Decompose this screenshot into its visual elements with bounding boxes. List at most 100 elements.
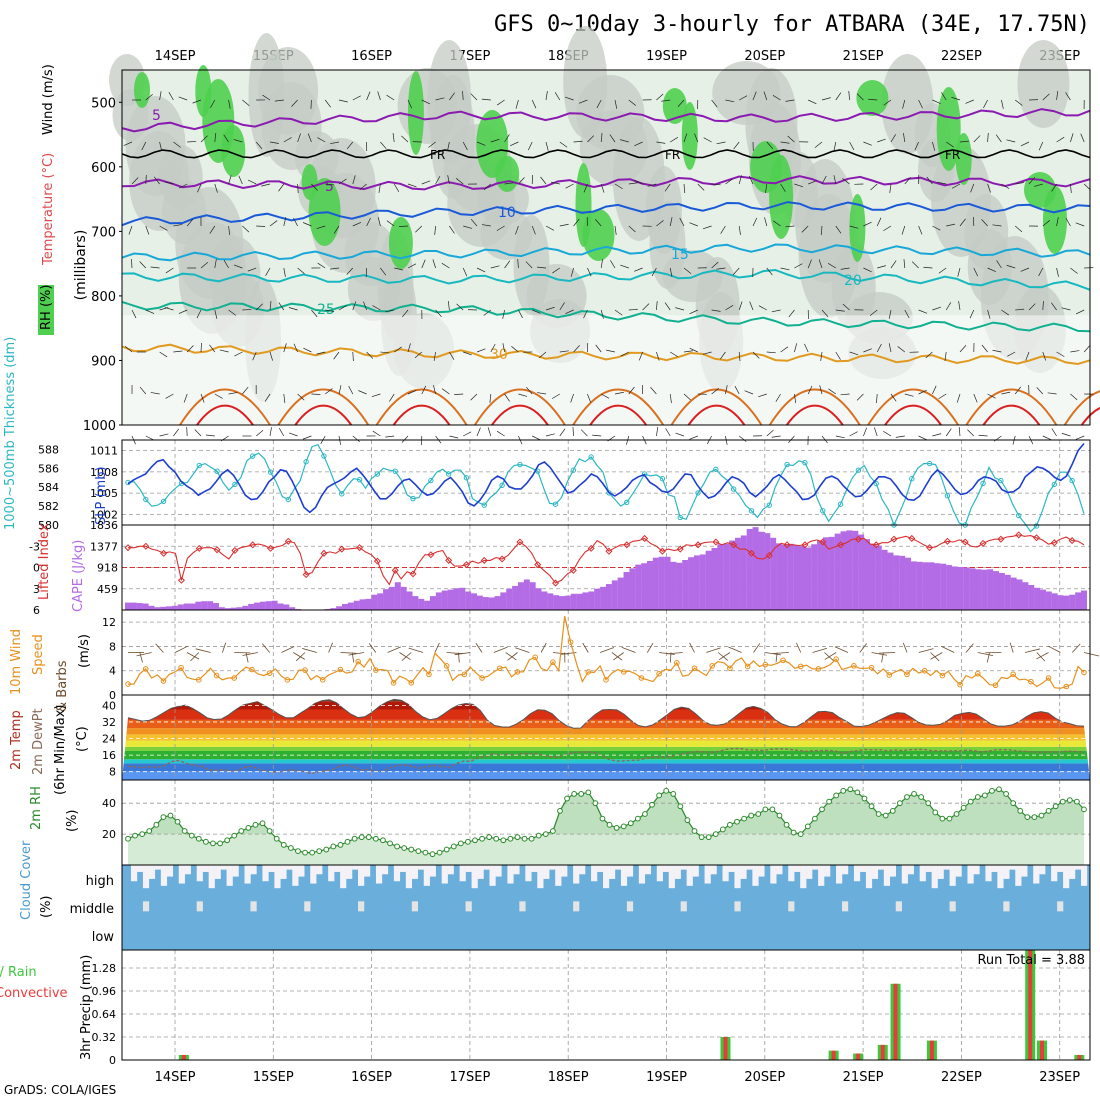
temp-band bbox=[122, 759, 1090, 764]
wind-barb bbox=[380, 267, 387, 276]
cape-bar bbox=[758, 531, 765, 610]
wind-barb bbox=[262, 94, 271, 101]
precip-convective-bar bbox=[831, 1050, 836, 1060]
temp-tick-label: 8 bbox=[109, 766, 116, 779]
cloud-high-gap bbox=[346, 865, 353, 879]
wind-barb bbox=[794, 263, 803, 269]
rh2m-marker bbox=[549, 828, 556, 834]
wind-barb bbox=[449, 225, 455, 234]
wind-barb bbox=[432, 259, 436, 269]
wind-barb bbox=[932, 306, 942, 311]
precip-convective-bar bbox=[1077, 1054, 1082, 1060]
warm-contour bbox=[474, 388, 566, 426]
wind-barb bbox=[463, 225, 472, 229]
wind-barb bbox=[573, 218, 580, 227]
wind-axis-label-2: Speed bbox=[31, 634, 46, 675]
cape-bar bbox=[764, 533, 771, 610]
rh-patch bbox=[881, 54, 934, 154]
cape-bar bbox=[1045, 591, 1052, 610]
thickness-marker bbox=[499, 482, 505, 489]
cloud-mid-gap bbox=[465, 901, 472, 912]
wind-barb bbox=[840, 393, 850, 396]
wind-barb bbox=[228, 99, 231, 109]
wind-barb bbox=[932, 141, 936, 151]
cape-bar bbox=[717, 544, 724, 610]
wind-barb bbox=[346, 267, 354, 275]
cloud-mid-gap bbox=[411, 901, 418, 912]
wind-barb bbox=[780, 183, 786, 192]
thickness-marker bbox=[321, 453, 327, 459]
wind-barb bbox=[656, 93, 664, 101]
wind-barb bbox=[957, 267, 961, 277]
cape-bar bbox=[899, 555, 906, 610]
thickness-marker bbox=[552, 501, 559, 507]
wind-barb bbox=[402, 309, 409, 318]
wind-barb bbox=[787, 135, 795, 143]
cape-bar bbox=[600, 586, 607, 610]
rh2m-marker bbox=[387, 840, 393, 847]
wind-barb bbox=[965, 99, 974, 104]
cape-bar bbox=[488, 597, 495, 610]
wind-barb bbox=[293, 217, 298, 227]
surface-wind-barb bbox=[753, 643, 761, 653]
wind-barb bbox=[324, 388, 333, 395]
precip-panel-frame bbox=[121, 949, 1091, 1061]
wind-barb bbox=[869, 309, 878, 316]
surface-wind-barb bbox=[986, 652, 990, 663]
wind-barb bbox=[525, 261, 533, 269]
wind-barb bbox=[178, 309, 188, 314]
cape-bar bbox=[512, 585, 519, 610]
wind-barb bbox=[821, 175, 827, 185]
wind-barb bbox=[141, 141, 147, 151]
rh2m-marker bbox=[486, 834, 493, 841]
wind-barb bbox=[665, 428, 671, 437]
wind-barb bbox=[325, 183, 335, 186]
cape-bar bbox=[635, 564, 642, 610]
cape-bar bbox=[365, 598, 372, 610]
run-total-label: Run Total = 3.88 bbox=[977, 953, 1085, 968]
lifted-index-marker bbox=[854, 535, 862, 543]
wind-barb bbox=[785, 99, 795, 102]
wind-speed-marker bbox=[603, 677, 609, 683]
wind-barb bbox=[449, 92, 455, 101]
surface-wind-barb bbox=[293, 652, 306, 660]
cloud-high-gap bbox=[668, 865, 675, 889]
lifted-index-marker bbox=[837, 541, 845, 549]
lifted-index-marker bbox=[373, 557, 381, 565]
cloud-high-gap bbox=[507, 865, 514, 884]
wind-barb bbox=[447, 175, 450, 185]
hot-contour bbox=[196, 404, 254, 426]
rh2m-marker bbox=[783, 821, 790, 828]
wind-barb bbox=[441, 388, 450, 395]
wind-speed-marker bbox=[833, 656, 839, 662]
wind-barb bbox=[814, 141, 823, 148]
cloud-high-gap bbox=[232, 865, 239, 877]
rh2m-marker bbox=[826, 798, 832, 805]
wind-barb bbox=[1056, 91, 1059, 101]
wind-barb bbox=[788, 435, 795, 443]
cloud-high-gap bbox=[871, 865, 879, 879]
wind-barb bbox=[1028, 303, 1036, 311]
surface-wind-barb bbox=[706, 647, 721, 653]
pressure-tick-label: 900 bbox=[91, 354, 116, 369]
cape-bar bbox=[359, 599, 366, 610]
surface-wind-barb bbox=[368, 643, 377, 653]
wind-barb bbox=[178, 96, 188, 101]
thickness-marker bbox=[659, 476, 666, 482]
wind-barb bbox=[527, 141, 533, 151]
surface-wind-barb bbox=[1071, 643, 1081, 653]
cloud-high-gap bbox=[1069, 865, 1076, 879]
wind-barb bbox=[247, 267, 257, 272]
rh2m-marker bbox=[125, 835, 131, 842]
wind-barb bbox=[481, 98, 491, 101]
temp-band bbox=[122, 771, 1090, 780]
cape-bar bbox=[388, 586, 395, 610]
cape-bar bbox=[471, 593, 478, 610]
rh-patch bbox=[178, 222, 247, 334]
wind-barb bbox=[973, 135, 981, 143]
wind-barb bbox=[316, 225, 326, 230]
wind-barb bbox=[951, 183, 961, 189]
rh2m-marker bbox=[167, 812, 174, 819]
cloud-high-gap bbox=[555, 865, 562, 886]
wind-barb bbox=[583, 309, 588, 319]
